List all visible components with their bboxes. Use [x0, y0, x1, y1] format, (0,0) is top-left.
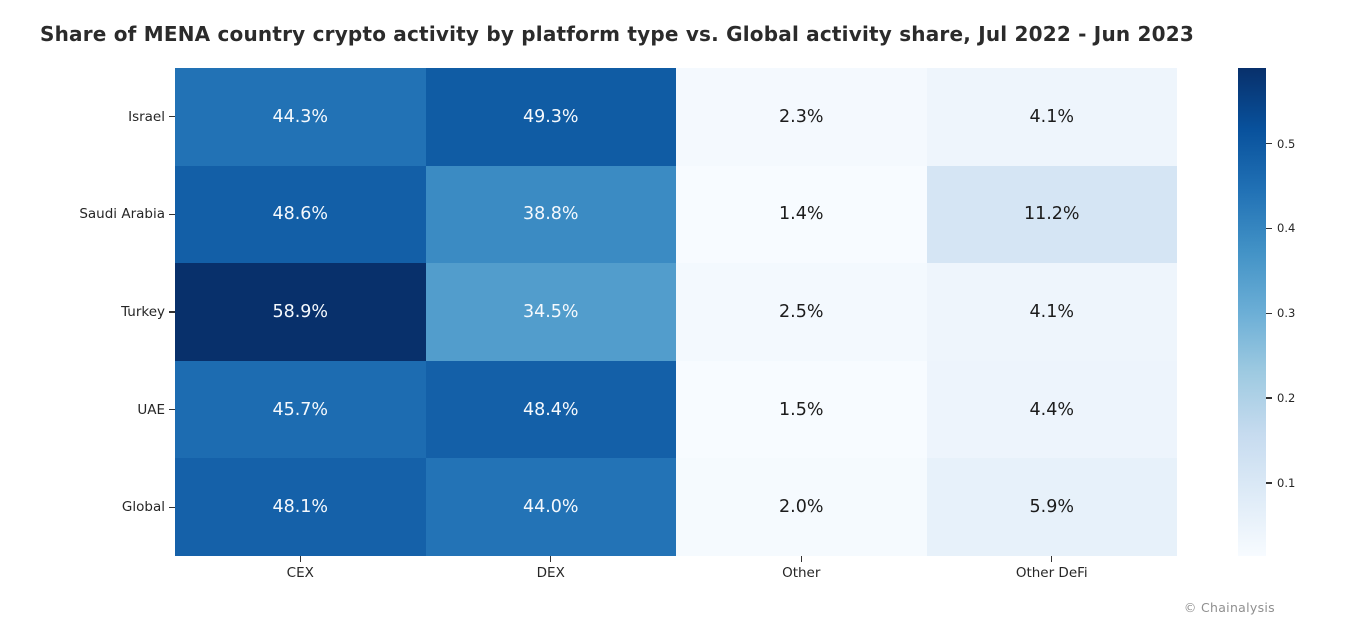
attribution-text: © Chainalysis	[1183, 600, 1275, 615]
heatmap-cell: 4.1%	[926, 263, 1177, 361]
x-axis-label: Other	[782, 565, 821, 581]
heatmap-cell: 58.9%	[175, 263, 426, 361]
heatmap-cell: 1.4%	[676, 165, 927, 264]
colorbar-tick	[1266, 227, 1272, 230]
colorbar-tick-label: 0.1	[1277, 476, 1296, 490]
heatmap-cell: 44.0%	[425, 458, 676, 556]
heatmap-grid: 44.3% 49.3% 2.3% 4.1% 48.6% 38.8% 1.4% 11.2% 58.…	[175, 68, 1177, 556]
x-axis-tick	[1051, 556, 1053, 562]
colorbar-tick-label: 0.3	[1277, 306, 1296, 321]
heatmap-cell: 5.9%	[926, 458, 1177, 556]
colorbar-tick-label: 0.5	[1277, 136, 1296, 151]
colorbar	[1238, 68, 1266, 556]
heatmap-cell: 2.5%	[676, 263, 927, 361]
heatmap-cell: 4.1%	[926, 68, 1177, 166]
heatmap-cell: 48.6%	[175, 165, 426, 264]
heatmap-cell: 4.4%	[926, 360, 1177, 459]
heatmap-cell: 2.3%	[676, 68, 927, 166]
y-axis-label: Turkey	[121, 304, 165, 320]
y-axis-label: UAE	[137, 401, 165, 418]
y-axis-tick	[169, 311, 175, 313]
heatmap-cell: 48.1%	[175, 458, 426, 556]
y-axis-tick	[169, 213, 175, 216]
x-axis-label: Other DeFi	[1015, 565, 1088, 581]
x-axis-tick	[299, 556, 301, 562]
y-axis-tick	[169, 408, 175, 411]
colorbar-tick	[1266, 397, 1272, 399]
y-axis-label: Saudi Arabia	[79, 206, 165, 223]
y-axis-label: Global	[121, 499, 165, 516]
y-axis-tick	[169, 116, 175, 118]
heatmap-cell: 45.7%	[175, 360, 426, 459]
colorbar-tick-label: 0.4	[1277, 221, 1296, 236]
chart-title: Share of MENA country crypto activity by…	[40, 22, 1194, 46]
colorbar-tick	[1266, 312, 1272, 314]
heatmap-cell: 11.2%	[926, 165, 1177, 264]
heatmap-cell: 49.3%	[425, 68, 676, 166]
y-axis-label: Israel	[128, 108, 165, 125]
heatmap-cell: 38.8%	[425, 165, 676, 264]
colorbar-tick-label: 0.2	[1277, 391, 1296, 406]
heatmap-cell: 2.0%	[676, 458, 927, 556]
colorbar-tick	[1266, 482, 1272, 484]
heatmap-cell: 44.3%	[175, 68, 426, 166]
x-axis-label: CEX	[286, 565, 314, 581]
heatmap-cell: 34.5%	[425, 263, 676, 361]
x-axis-label: DEX	[536, 565, 565, 581]
y-axis-tick	[169, 506, 175, 508]
heatmap-cell: 48.4%	[425, 360, 676, 459]
colorbar-tick	[1266, 142, 1272, 145]
heatmap-cell: 1.5%	[676, 360, 927, 459]
x-axis-tick	[550, 556, 552, 562]
x-axis-tick	[800, 556, 802, 562]
